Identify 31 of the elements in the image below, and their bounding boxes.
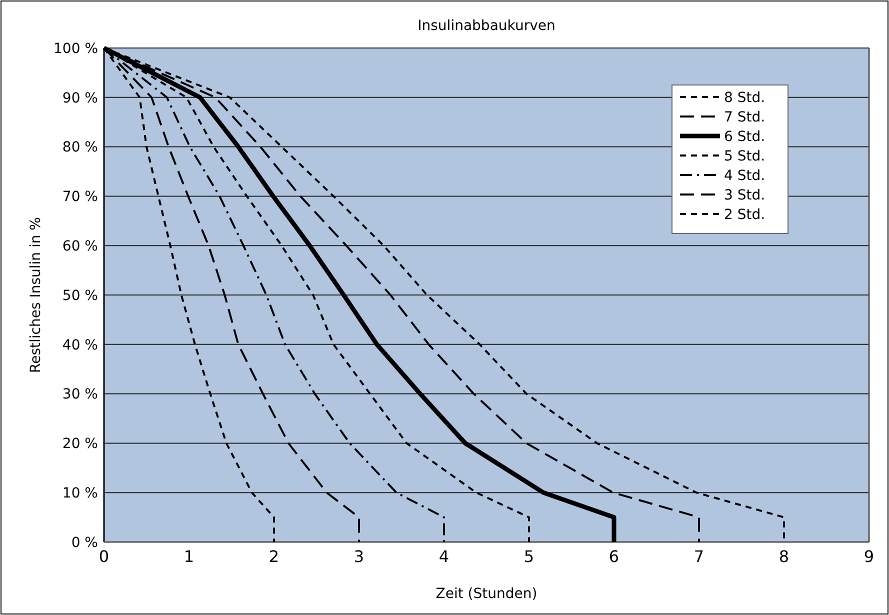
- x-tick-label: 8: [778, 547, 790, 566]
- x-tick-label: 3: [354, 547, 364, 566]
- legend-label: 4 Std.: [724, 168, 766, 184]
- chart-title: Insulinabbaukurven: [418, 18, 556, 34]
- legend-label: 5 Std.: [724, 148, 766, 164]
- x-tick-label: 9: [864, 547, 874, 566]
- y-tick-label: 30 %: [62, 386, 98, 403]
- legend-label: 6 Std.: [724, 128, 766, 145]
- x-tick-label: 5: [524, 547, 534, 566]
- x-tick-label: 6: [608, 547, 620, 566]
- legend-label: 3 Std.: [724, 187, 766, 204]
- y-tick-label: 60 %: [62, 238, 98, 254]
- y-tick-label: 20 %: [62, 436, 98, 452]
- y-axis-title: Restliches Insulin in %: [28, 217, 44, 373]
- legend-label: 8 Std.: [724, 90, 766, 106]
- y-tick-label: 50 %: [62, 288, 98, 304]
- x-tick-label: 1: [184, 547, 194, 566]
- y-tick-label: 40 %: [62, 337, 98, 354]
- x-tick-label: 2: [268, 547, 280, 566]
- legend-label: 2 Std.: [724, 206, 766, 223]
- y-tick-label: 100 %: [54, 40, 98, 57]
- y-tick-label: 90 %: [62, 90, 98, 106]
- legend-label: 7 Std.: [724, 109, 766, 126]
- x-tick-label: 4: [438, 547, 450, 566]
- x-tick-label: 7: [694, 547, 704, 566]
- y-tick-label: 0 %: [71, 534, 98, 551]
- x-axis-title: Zeit (Stunden): [436, 586, 538, 602]
- x-tick-label: 0: [98, 547, 110, 566]
- y-tick-label: 70 %: [62, 189, 98, 206]
- y-tick-label: 80 %: [62, 140, 98, 156]
- y-tick-label: 10 %: [62, 486, 98, 502]
